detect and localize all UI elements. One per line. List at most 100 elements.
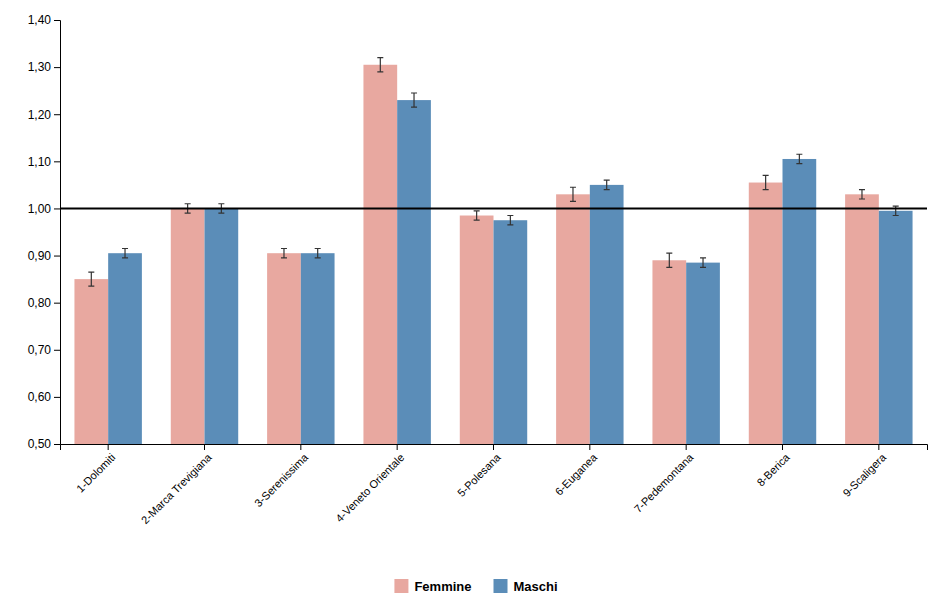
error-bar	[666, 253, 672, 267]
error-bars	[88, 58, 865, 286]
bar	[301, 253, 335, 444]
tick: 4-Veneto Orientale	[333, 444, 406, 524]
tick-mark	[108, 444, 109, 450]
bar-series	[108, 100, 912, 444]
tick: 3-Serenissima	[252, 444, 311, 509]
error-bar	[570, 187, 576, 201]
tick-mark	[54, 67, 60, 68]
tick-mark	[54, 161, 60, 162]
tick: 2-Marca Trevigiana	[139, 444, 215, 526]
bar	[845, 194, 879, 444]
error-bar	[700, 258, 706, 267]
tick-label: 5-Polesana	[455, 450, 503, 498]
tick-mark	[300, 444, 301, 450]
bar	[749, 183, 783, 444]
tick-label: 1,20	[28, 108, 52, 122]
tick-label: 1,10	[28, 155, 52, 169]
bar	[879, 211, 913, 444]
error-bar	[377, 58, 383, 72]
tick: 0,90	[28, 249, 60, 263]
tick: 1,40	[28, 13, 60, 27]
axis-line	[54, 21, 61, 445]
tick: 0,70	[28, 343, 60, 357]
error-bar	[88, 272, 94, 286]
tick-label: 0,90	[28, 249, 52, 263]
legend: Femmine Maschi	[394, 579, 557, 594]
bar	[652, 260, 686, 444]
tick-mark	[204, 444, 205, 450]
tick-label: 0,60	[28, 390, 52, 404]
bar-series	[74, 65, 878, 444]
marks	[60, 58, 927, 444]
bar	[363, 65, 397, 444]
tick-label: 0,50	[28, 437, 52, 451]
tick: 1,20	[28, 108, 60, 122]
tick-label: 2-Marca Trevigiana	[139, 450, 215, 526]
tick-mark	[782, 444, 783, 450]
tick-label: 1,30	[28, 60, 52, 74]
axis-line	[61, 445, 928, 451]
error-bar	[315, 248, 321, 257]
plot: 0,50 0,60 0,70 0,80 0,90 1,00 1,10 1,20 1,30 1,40…	[28, 13, 928, 526]
tick: 1,30	[28, 60, 60, 74]
tick-mark	[54, 303, 60, 304]
tick-mark	[493, 444, 494, 450]
bar	[267, 253, 301, 444]
bar	[590, 185, 624, 444]
tick-label: 6-Euganea	[553, 450, 600, 497]
tick: 5-Polesana	[455, 444, 503, 499]
error-bar	[796, 154, 802, 163]
error-bars	[122, 93, 899, 267]
tick-label: 1-Dolomiti	[74, 451, 117, 494]
tick-label: 8-Berica	[754, 450, 792, 488]
tick-mark	[878, 444, 879, 450]
legend-swatch	[394, 579, 408, 593]
tick-mark	[589, 444, 590, 450]
legend-label: Femmine	[414, 579, 471, 594]
error-bar	[411, 93, 417, 107]
tick-mark	[54, 350, 60, 351]
tick: 7-Pedemontana	[632, 444, 696, 515]
tick: 6-Euganea	[553, 444, 600, 498]
y-axis: 0,50 0,60 0,70 0,80 0,90 1,00 1,10 1,20 1,30 1,40	[28, 13, 61, 451]
tick-mark	[54, 256, 60, 257]
tick-mark	[686, 444, 687, 450]
tick: 1,10	[28, 155, 60, 169]
tick-label: 9-Scaligera	[840, 450, 888, 498]
bar	[74, 279, 108, 444]
tick: 9-Scaligera	[840, 444, 888, 499]
tick: 0,80	[28, 296, 60, 310]
tick: 1-Dolomiti	[74, 444, 117, 495]
tick-label: 1,40	[28, 13, 52, 27]
tick: 0,50	[28, 437, 60, 451]
tick-mark	[54, 397, 60, 398]
tick-label: 4-Veneto Orientale	[333, 451, 406, 524]
bar	[205, 208, 239, 444]
tick-label: 0,70	[28, 343, 52, 357]
error-bar	[859, 190, 865, 199]
bar	[783, 159, 817, 444]
legend-item: Maschi	[494, 579, 558, 594]
x-axis: 1-Dolomiti 2-Marca Trevigiana 3-Serenissim…	[61, 444, 928, 526]
error-bar	[474, 211, 480, 220]
tick-mark	[54, 208, 60, 209]
error-bar	[122, 248, 128, 257]
tick-mark	[54, 20, 60, 21]
legend-label: Maschi	[514, 579, 558, 594]
tick-label: 1,00	[28, 202, 52, 216]
tick-mark	[54, 114, 60, 115]
error-bar	[281, 248, 287, 257]
tick-mark	[54, 444, 60, 445]
tick: 8-Berica	[754, 444, 792, 489]
error-bar	[604, 180, 610, 189]
legend-swatch	[494, 579, 508, 593]
tick: 0,60	[28, 390, 60, 404]
chart: 0,50 0,60 0,70 0,80 0,90 1,00 1,10 1,20 1,30 1,40…	[0, 0, 952, 609]
bar	[108, 253, 142, 444]
tick-label: 0,80	[28, 296, 52, 310]
tick: 1,00	[28, 202, 60, 216]
error-bar	[507, 216, 513, 225]
reference-line	[60, 207, 927, 209]
bar	[686, 263, 720, 444]
bar	[556, 194, 590, 444]
